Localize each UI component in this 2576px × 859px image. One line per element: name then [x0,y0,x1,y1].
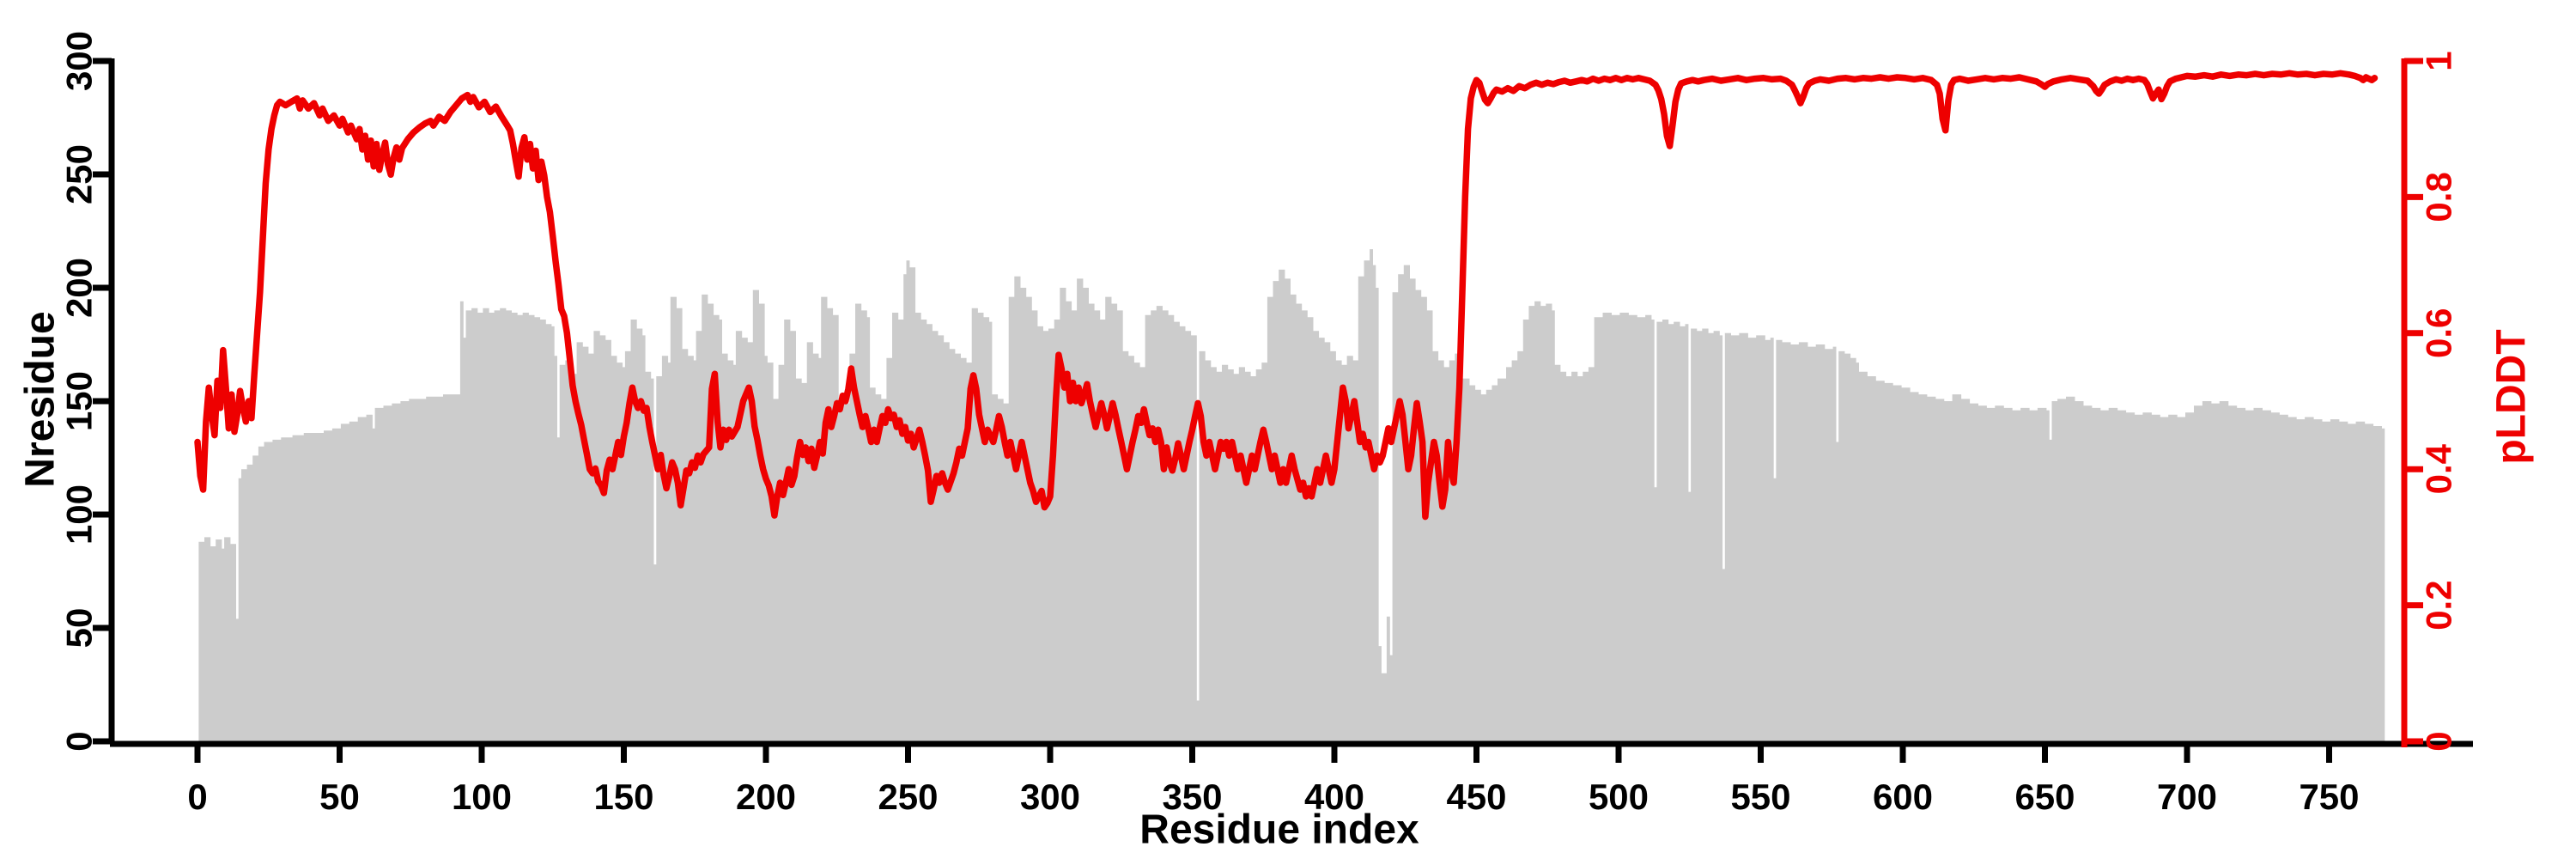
x-tick-label: 400 [1304,777,1364,817]
x-tick-label: 350 [1162,777,1222,817]
x-tick-label: 0 [187,777,207,817]
x-tick-label: 650 [2014,777,2075,817]
x-tick-label: 750 [2299,777,2359,817]
x-axis-title: Residue index [1139,807,1419,853]
left-tick-label: 100 [59,484,100,545]
x-tick-label: 200 [736,777,796,817]
x-tick-label: 600 [1873,777,1933,817]
x-tick-label: 450 [1446,777,1506,817]
x-tick-label: 250 [878,777,938,817]
left-tick-label: 150 [59,371,100,431]
left-tick-label: 50 [59,608,100,649]
x-tick-label: 100 [452,777,512,817]
plddt-line [194,70,2379,521]
x-tick-label: 150 [593,777,653,817]
right-tick-label: 0.2 [2419,580,2459,630]
right-tick-label: 1 [2419,51,2459,70]
left-tick-label: 250 [59,144,100,204]
right-tick-label: 0.8 [2419,172,2459,222]
right-tick-label: 0.4 [2419,443,2459,494]
x-tick-label: 300 [1020,777,1080,817]
left-axis-title: Nresidue [17,311,64,488]
x-tick-label: 700 [2157,777,2217,817]
nresidue-bars [198,249,2385,742]
right-axis-title: pLDDT [2488,329,2535,465]
x-tick-label: 500 [1589,777,1649,817]
left-tick-label: 300 [59,31,100,91]
x-tick-label: 550 [1730,777,1790,817]
x-tick-label: 50 [319,777,360,817]
left-tick-label: 200 [59,258,100,318]
right-tick-label: 0 [2419,731,2459,751]
left-tick-label: 0 [59,731,100,751]
right-tick-label: 0.6 [2419,308,2459,358]
